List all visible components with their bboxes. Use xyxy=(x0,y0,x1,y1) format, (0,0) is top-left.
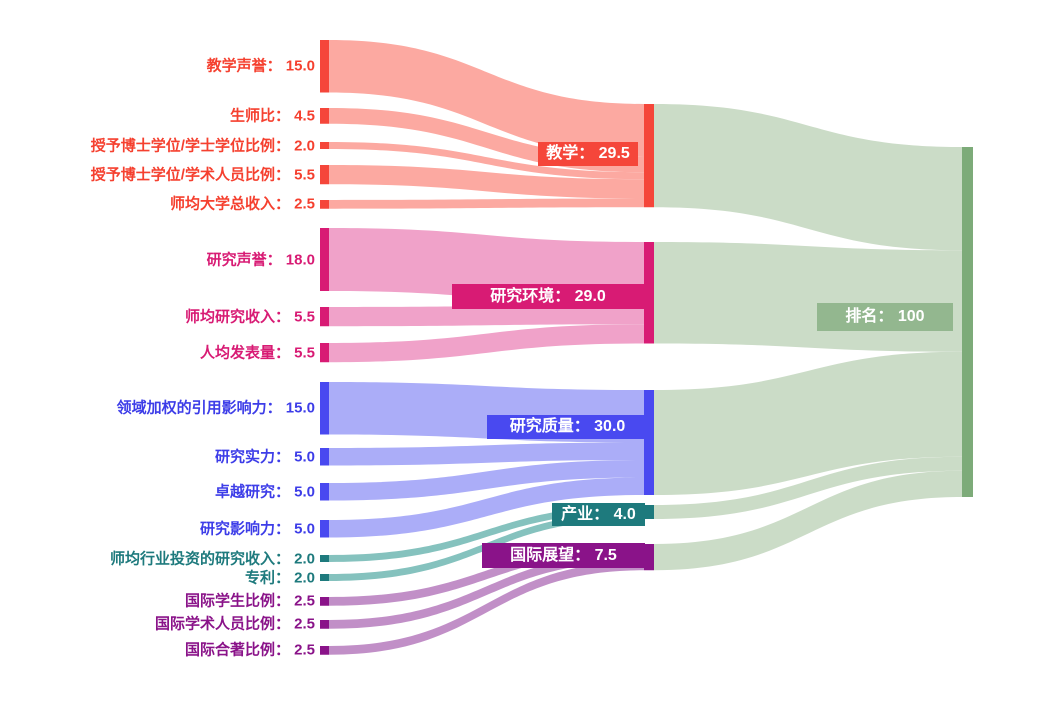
label-teaching-reputation: 教学声誉： 15.0 xyxy=(206,57,315,75)
label-international-staff: 国际学术人员比例： 2.5 xyxy=(154,615,315,633)
flow-international-students-to-international-outlook xyxy=(329,544,644,606)
node-international-coauthorship xyxy=(320,646,329,655)
label-research-influence: 研究影响力： 5.0 xyxy=(199,520,315,538)
label-box-research-environment: 研究环境： 29.0 xyxy=(452,284,644,309)
node-student-staff-ratio xyxy=(320,108,329,124)
flow-research-environment-to-rank xyxy=(654,242,962,352)
flow-research-income-to-research-environment xyxy=(329,305,644,327)
node-industry-income xyxy=(320,555,329,562)
flow-international-coauthorship-to-international-outlook xyxy=(329,561,644,655)
flow-doctorate-bachelor-ratio-to-teaching xyxy=(329,142,644,180)
flow-research-productivity-to-research-environment xyxy=(329,324,644,363)
label-citation-impact: 领域加权的引用影响力： 15.0 xyxy=(116,399,315,417)
label-box-research-quality: 研究质量： 30.0 xyxy=(487,415,648,439)
label-patents: 专利： 2.0 xyxy=(244,569,315,586)
node-research-strength xyxy=(320,448,329,466)
label-international-coauthorship: 国际合著比例： 2.5 xyxy=(184,641,315,659)
label-doctorate-bachelor-ratio: 授予博士学位/学士学位比例： 2.0 xyxy=(90,137,315,154)
node-research-income xyxy=(320,307,329,327)
flow-industry-to-rank xyxy=(654,456,962,519)
node-international-outlook xyxy=(644,544,654,571)
flow-international-outlook-to-rank xyxy=(654,470,962,571)
node-teaching xyxy=(644,104,654,208)
label-research-strength: 研究实力： 5.0 xyxy=(214,448,315,466)
node-institutional-income xyxy=(320,200,329,209)
flow-institutional-income-to-teaching xyxy=(329,198,644,209)
label-box-industry: 产业： 4.0 xyxy=(552,503,645,526)
flow-international-staff-to-international-outlook xyxy=(329,552,644,629)
node-research-influence xyxy=(320,520,329,538)
node-industry xyxy=(644,505,654,519)
label-institutional-income: 师均大学总收入： 2.5 xyxy=(169,195,315,213)
flow-teaching-reputation-to-teaching xyxy=(329,40,644,157)
label-box-international-outlook: 国际展望： 7.5 xyxy=(482,543,645,568)
flow-research-quality-to-rank xyxy=(654,351,962,495)
node-teaching-reputation xyxy=(320,40,329,93)
node-research-excellence xyxy=(320,483,329,501)
flow-industry-income-to-industry xyxy=(329,505,644,562)
flow-doctorate-staff-ratio-to-teaching xyxy=(329,165,644,199)
label-student-staff-ratio: 生师比： 4.5 xyxy=(229,107,315,125)
node-research-quality xyxy=(644,390,654,495)
flow-research-excellence-to-research-quality xyxy=(329,460,644,501)
label-industry-income: 师均行业投资的研究收入： 2.0 xyxy=(109,550,315,567)
label-research-income: 师均研究收入： 5.5 xyxy=(184,308,315,326)
label-research-reputation: 研究声誉： 18.0 xyxy=(206,251,315,268)
node-research-environment xyxy=(644,242,654,344)
node-rank xyxy=(962,147,973,497)
node-international-staff xyxy=(320,620,329,629)
label-research-productivity: 人均发表量： 5.5 xyxy=(199,344,315,362)
node-doctorate-staff-ratio xyxy=(320,165,329,185)
node-research-productivity xyxy=(320,343,329,363)
label-box-rank: 排名： 100 xyxy=(817,303,953,331)
label-doctorate-staff-ratio: 授予博士学位/学术人员比例： 5.5 xyxy=(90,166,315,184)
label-international-students: 国际学生比例： 2.5 xyxy=(184,592,315,610)
flow-research-strength-to-research-quality xyxy=(329,442,644,466)
node-patents xyxy=(320,574,329,581)
flow-teaching-to-rank xyxy=(654,104,962,251)
flow-research-influence-to-research-quality xyxy=(329,477,644,538)
node-citation-impact xyxy=(320,382,329,435)
label-research-excellence: 卓越研究： 5.0 xyxy=(214,483,315,501)
node-research-reputation xyxy=(320,228,329,291)
node-international-students xyxy=(320,597,329,606)
node-doctorate-bachelor-ratio xyxy=(320,142,329,149)
label-box-teaching: 教学： 29.5 xyxy=(538,142,638,166)
